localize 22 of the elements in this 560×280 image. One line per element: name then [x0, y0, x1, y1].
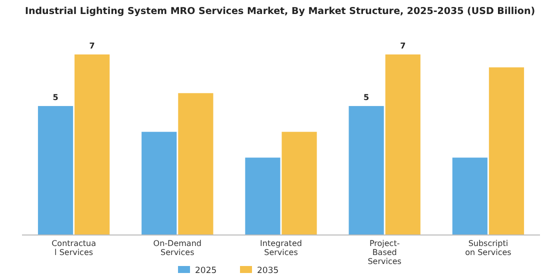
data-label: 7	[400, 41, 406, 50]
data-label: 7	[89, 41, 95, 50]
bar	[142, 132, 177, 235]
data-label: 5	[364, 93, 370, 102]
bar	[178, 93, 214, 235]
bar	[452, 158, 488, 235]
chart-title: Industrial Lighting System MRO Services Market, By Market Structure, 2025-2035 (USD Billion)	[24, 6, 536, 17]
bar	[488, 67, 524, 235]
x-tick-label: Integrated Services	[260, 239, 302, 257]
legend-label: 2025	[195, 266, 217, 276]
bar	[74, 54, 110, 235]
bar	[38, 106, 74, 235]
bar	[282, 132, 317, 235]
bar	[385, 54, 420, 235]
bar	[348, 106, 384, 235]
bar	[245, 158, 280, 235]
x-tick-label: Subscripti on Services	[465, 239, 512, 257]
x-tick-label: Contractua l Services	[52, 239, 96, 257]
data-label: 5	[52, 93, 59, 102]
x-tick-label: Project- Based Services	[368, 239, 402, 266]
legend-label: 2035	[257, 266, 279, 276]
x-tick-label: On-Demand Services	[153, 239, 202, 257]
